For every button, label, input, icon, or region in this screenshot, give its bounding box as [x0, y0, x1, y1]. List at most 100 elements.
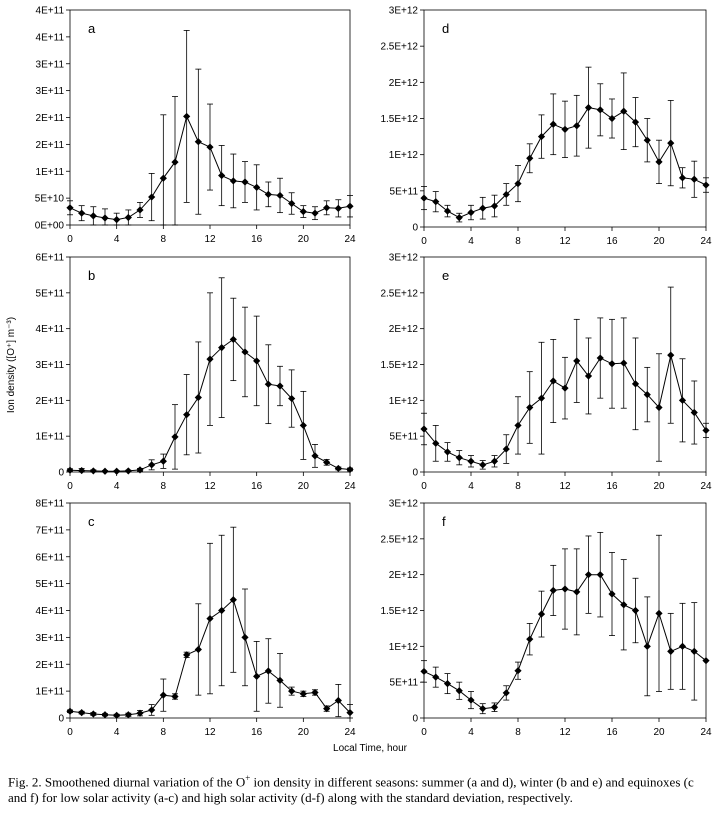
data-point: [467, 208, 475, 217]
y-tick-label: 2.5E+12: [380, 42, 418, 53]
data-point: [655, 609, 663, 617]
data-point: [323, 704, 331, 713]
data-point: [299, 690, 307, 698]
x-tick-label: 16: [251, 234, 263, 245]
figure-caption: Fig. 2. Smoothened diurnal variation of …: [8, 770, 708, 806]
x-tick-label: 0: [421, 727, 427, 738]
y-tick-label: 3E+11: [36, 360, 65, 371]
y-tick-label: 2E+12: [389, 570, 419, 581]
data-point: [241, 348, 249, 356]
panel-label: a: [88, 21, 96, 36]
y-tick-label: 1E+11: [36, 167, 65, 178]
data-point: [334, 204, 342, 212]
data-point: [643, 642, 651, 650]
data-point: [608, 114, 616, 123]
data-point: [101, 214, 109, 222]
data-point: [218, 344, 226, 352]
data-point: [561, 125, 569, 133]
x-tick-label: 24: [344, 727, 356, 738]
data-point: [183, 411, 191, 419]
data-point: [334, 696, 342, 705]
data-point: [620, 359, 628, 367]
data-point: [78, 466, 86, 475]
data-point: [643, 136, 651, 144]
data-point: [631, 118, 640, 126]
data-point: [241, 633, 249, 641]
caption-superscript: +: [245, 773, 251, 783]
data-point: [288, 394, 296, 403]
y-axis-title: Ion density ([O⁺] m⁻³): [6, 317, 17, 413]
y-tick-label: 4E+11: [36, 324, 65, 335]
data-point: [479, 461, 487, 469]
y-tick-label: 2E+11: [36, 660, 65, 671]
data-point: [620, 601, 628, 609]
data-point: [467, 457, 475, 465]
panel-f: 0 5E+11 1E+12 1.5E+12 2E+12 2.5E+12 3E+12 0 4 8 12…: [380, 499, 712, 739]
data-point: [432, 198, 440, 206]
data-point: [490, 202, 499, 210]
y-tick-label: 2E+11: [36, 396, 65, 407]
y-tick-label: 3E+12: [389, 253, 419, 264]
x-tick-label: 20: [298, 234, 310, 245]
x-tick-label: 24: [700, 727, 712, 738]
data-point: [346, 202, 354, 210]
data-point: [502, 689, 510, 697]
data-point: [194, 138, 202, 146]
data-point: [443, 448, 452, 456]
data-point: [573, 357, 581, 365]
data-point: [420, 425, 428, 433]
x-tick-label: 4: [468, 481, 474, 492]
y-tick-label: 6E+11: [36, 253, 65, 264]
data-point: [526, 635, 534, 643]
data-point: [218, 171, 226, 180]
data-point: [514, 667, 522, 675]
y-tick-label: 2E+12: [389, 78, 419, 89]
data-point: [159, 691, 167, 699]
data-point: [218, 606, 226, 615]
data-point: [526, 403, 534, 412]
x-tick-label: 8: [161, 234, 167, 245]
x-tick-label: 24: [344, 234, 356, 245]
x-tick-label: 12: [204, 234, 216, 245]
data-point: [702, 657, 710, 665]
y-tick-label: 4E+11: [36, 606, 65, 617]
panel-label: f: [442, 514, 446, 529]
y-tick-label: 2E+12: [389, 324, 419, 335]
data-point: [101, 467, 109, 475]
y-tick-label: 2.5E+12: [380, 534, 418, 545]
data-point: [276, 382, 284, 390]
data-point: [420, 667, 428, 676]
data-point: [537, 610, 546, 618]
data-point: [78, 209, 86, 217]
data-point: [183, 651, 191, 659]
data-point: [229, 335, 237, 344]
y-tick-label: 6E+11: [36, 552, 65, 563]
y-tick-label: 1.5E+12: [380, 114, 418, 125]
x-tick-label: 24: [700, 481, 712, 492]
data-point: [89, 212, 97, 220]
data-point: [124, 213, 132, 222]
x-tick-label: 4: [114, 481, 120, 492]
data-point: [479, 204, 487, 212]
y-tick-label: 2E+11: [36, 113, 65, 124]
data-point: [159, 457, 167, 465]
data-point: [159, 174, 167, 182]
data-point: [561, 384, 569, 392]
x-axis-title: Local Time, hour: [333, 743, 408, 754]
y-tick-label: 1E+11: [36, 687, 65, 698]
panel-label: d: [442, 21, 449, 36]
data-point: [323, 204, 331, 212]
y-tick-label: 3E+11: [36, 633, 65, 644]
y-tick-label: 5E+11: [390, 186, 419, 197]
y-tick-label: 1E+11: [36, 432, 65, 443]
data-point: [596, 354, 604, 362]
data-point: [420, 194, 428, 202]
x-tick-label: 0: [67, 481, 73, 492]
data-point: [171, 433, 179, 441]
data-point: [346, 465, 354, 474]
panel-b: 0 1E+11 2E+11 3E+11 4E+11 5E+11 6E+11 0 4 8 12 16 20…: [36, 253, 356, 493]
y-tick-label: 2E+11: [36, 140, 65, 151]
data-point: [514, 180, 522, 188]
data-point: [148, 193, 156, 201]
data-point: [514, 421, 522, 430]
